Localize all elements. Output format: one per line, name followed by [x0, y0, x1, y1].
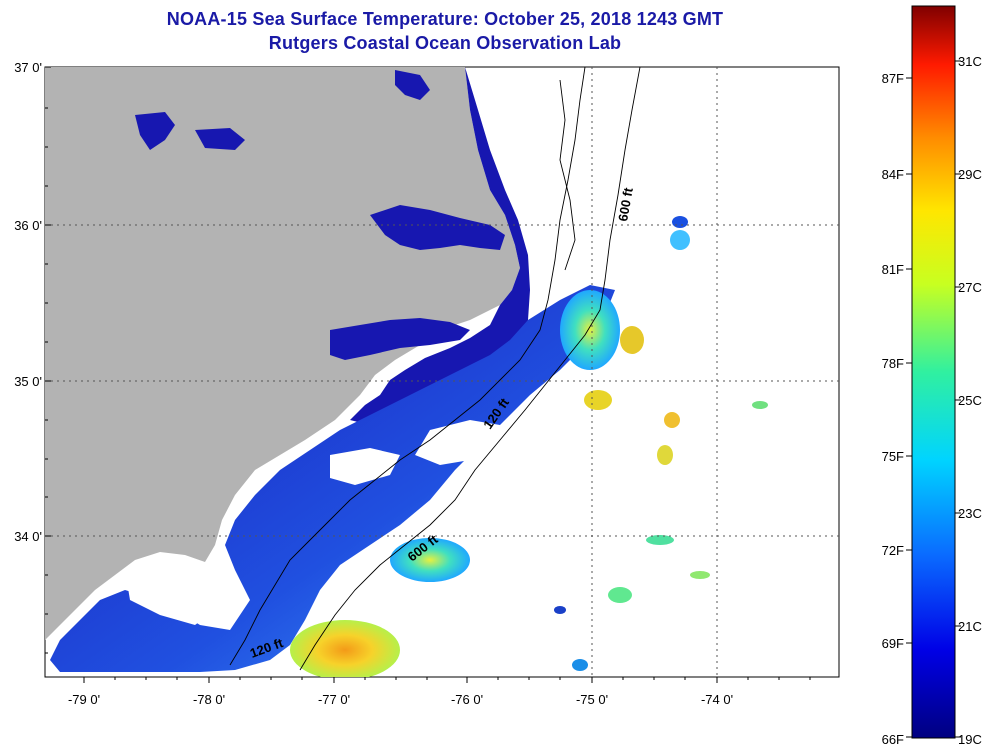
colorbar-label-31c: 31C: [958, 54, 982, 69]
colorbar-label-72f: 72F: [882, 543, 904, 558]
scattered-warm-1: [584, 390, 612, 410]
colorbar-label-25c: 25C: [958, 393, 982, 408]
lat-label-37: 37 0': [14, 60, 42, 75]
scattered-blue-1: [672, 216, 688, 228]
colorbar-label-75f: 75F: [882, 449, 904, 464]
contour-600ft: [299, 67, 641, 671]
pamlico-sound: [350, 67, 530, 425]
colorbar-label-78f: 78F: [882, 356, 904, 371]
colorbar-label-21c: 21C: [958, 619, 982, 634]
bottom-ticks: [83, 677, 811, 683]
scattered-warm-3: [657, 445, 673, 465]
cloud-patch-2: [330, 448, 400, 485]
scattered-cyan-4: [670, 230, 690, 250]
inland-bay-small: [195, 128, 245, 150]
warm-patch-cape: [560, 290, 620, 370]
inland-bay-north: [395, 70, 430, 100]
scattered-warm-4: [664, 412, 680, 428]
colorbar-label-27c: 27C: [958, 280, 982, 295]
lon-label-79: -79 0': [68, 692, 100, 707]
colorbar-label-84f: 84F: [882, 167, 904, 182]
scattered-cyan-5: [690, 571, 710, 579]
scattered-warm-2: [620, 326, 644, 354]
colorbar-label-66f: 66F: [882, 732, 904, 747]
cloud-patch-3: [125, 562, 215, 625]
lat-label-36: 36 0': [14, 218, 42, 233]
lon-label-75: -75 0': [576, 692, 608, 707]
scattered-cyan-1: [646, 535, 674, 545]
colorbar-label-87f: 87F: [882, 71, 904, 86]
colorbar-label-81f: 81F: [882, 262, 904, 277]
left-ticks: [45, 66, 51, 654]
contour-label-600ft-north: 600 ft: [615, 186, 636, 223]
scattered-cyan-2: [608, 587, 632, 603]
lon-label-76: -76 0': [451, 692, 483, 707]
colorbar-label-69f: 69F: [882, 636, 904, 651]
lon-label-78: -78 0': [193, 692, 225, 707]
contour-shelf-inner: [559, 79, 576, 271]
pamlico-river: [330, 318, 470, 360]
lon-label-77: -77 0': [318, 692, 350, 707]
scattered-blue-2: [572, 659, 588, 671]
lat-label-34: 34 0': [14, 529, 42, 544]
warm-patch-south: [290, 620, 400, 677]
albemarle-sound: [370, 205, 505, 250]
map-subtitle: Rutgers Coastal Ocean Observation Lab: [268, 33, 622, 53]
lon-label-74: -74 0': [701, 692, 733, 707]
cloud-patch-1: [415, 420, 500, 465]
colorbar-label-23c: 23C: [958, 506, 982, 521]
colorbar-label-19c: 19C: [958, 732, 982, 747]
bathymetry-contours: [229, 67, 641, 671]
contour-120ft: [229, 67, 586, 666]
graticule: [45, 67, 839, 677]
colorbar: [911, 5, 956, 739]
colorbar-label-29c: 29C: [958, 167, 982, 182]
map-title: NOAA-15 Sea Surface Temperature: October…: [166, 9, 724, 29]
warm-patch-mid: [390, 538, 470, 582]
inland-bay-west: [135, 112, 175, 150]
scattered-cyan-3: [752, 401, 768, 409]
scattered-blue-3: [554, 606, 566, 614]
lat-label-35: 35 0': [14, 374, 42, 389]
colorbar-ticks: [906, 60, 961, 738]
